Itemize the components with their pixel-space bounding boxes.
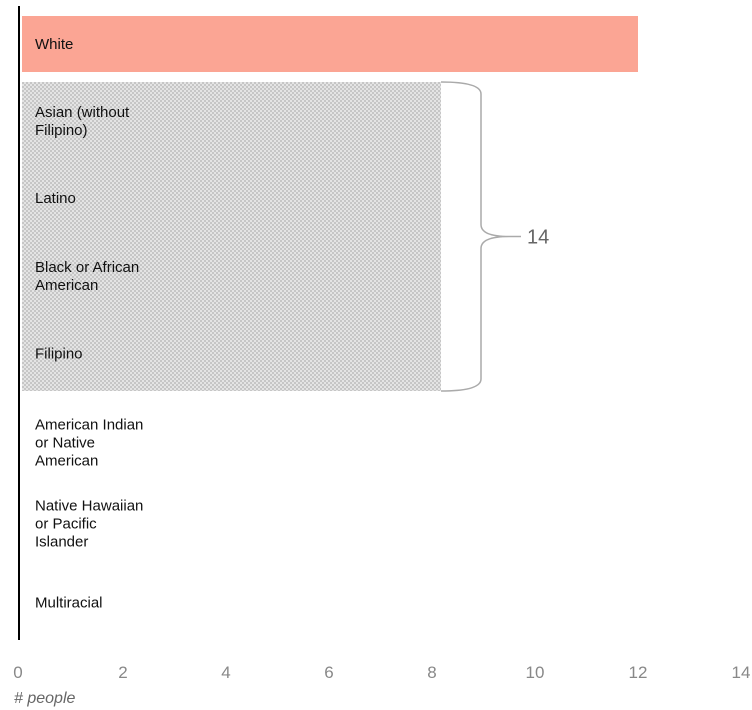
category-label-asian-without-filipino: Asian (without Filipino) bbox=[35, 104, 130, 139]
category-label-native-hawaiian-or-pacific-islander: Native Hawaiian or Pacific Islander bbox=[35, 498, 143, 551]
x-tick-label-8: 8 bbox=[427, 663, 436, 682]
x-tick-label-14: 14 bbox=[732, 663, 751, 682]
x-tick-label-10: 10 bbox=[526, 663, 545, 682]
group-brace bbox=[440, 81, 510, 392]
x-tick-label-4: 4 bbox=[221, 663, 230, 682]
category-label-multiracial: Multiracial bbox=[35, 595, 103, 612]
x-tick-label-0: 0 bbox=[13, 663, 22, 682]
x-tick-label-12: 12 bbox=[629, 663, 648, 682]
category-label-white: White bbox=[35, 36, 73, 53]
category-label-black-or-african-american: Black or African American bbox=[35, 259, 139, 294]
bar-white bbox=[22, 16, 638, 72]
x-tick-label-2: 2 bbox=[118, 663, 127, 682]
x-axis-title: # people bbox=[14, 690, 75, 707]
category-label-filipino: Filipino bbox=[35, 346, 83, 363]
x-tick-label-6: 6 bbox=[324, 663, 333, 682]
group-total-label: 14 bbox=[527, 227, 549, 249]
category-label-american-indian-or-native-american: American Indian or Native American bbox=[35, 417, 143, 470]
bar-group-asian-latino-black-filipino bbox=[22, 82, 441, 391]
category-label-latino: Latino bbox=[35, 190, 76, 207]
